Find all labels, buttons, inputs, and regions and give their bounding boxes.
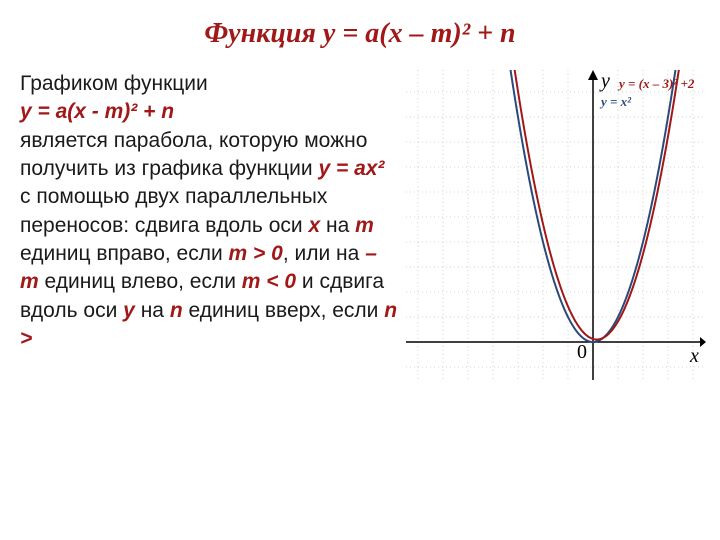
text-y: y <box>123 299 135 322</box>
equation-shifted: y = (x – 3)² +2 <box>619 76 694 92</box>
text-p2d: единиц вправо, если <box>20 242 229 265</box>
text-formula: y = a(x - m)² + n <box>20 100 174 123</box>
text-p2a: является парабола, которую можно получит… <box>20 129 367 180</box>
text-p2f: единиц влево, если <box>39 270 242 293</box>
text-x: x <box>308 214 320 237</box>
text-p1: Графиком функции <box>20 72 208 95</box>
text-fax2: y = ax² <box>318 157 384 180</box>
chart-container: y x 0 y = (x – 3)² +2 y = x² <box>398 70 708 380</box>
text-p2h: на <box>135 299 170 322</box>
text-n: n <box>170 299 183 322</box>
text-m: m <box>355 214 374 237</box>
text-p2e: , или на <box>283 242 365 265</box>
description-text: Графиком функции y = a(x - m)² + n являе… <box>20 70 398 380</box>
text-p2c: на <box>320 214 355 237</box>
text-mlt0: m < 0 <box>242 270 296 293</box>
chart-svg <box>406 70 706 380</box>
parabola-chart: y x 0 y = (x – 3)² +2 y = x² <box>406 70 706 380</box>
page-title: Функция y = a(x – m)² + n <box>0 0 720 50</box>
text-p2i: единиц вверх, если <box>183 299 385 322</box>
text-p2b: с помощью двух параллельных переносов: с… <box>20 185 327 236</box>
origin-label: 0 <box>577 341 587 364</box>
text-mgt0: m > 0 <box>229 242 283 265</box>
axis-label-y: y <box>601 70 610 93</box>
equation-base: y = x² <box>601 94 631 110</box>
content-row: Графиком функции y = a(x - m)² + n являе… <box>0 50 720 380</box>
axis-label-x: x <box>690 345 699 368</box>
